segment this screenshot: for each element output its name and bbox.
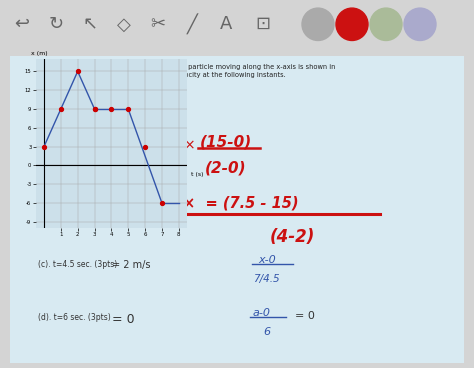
Text: 7/4.5: 7/4.5 (253, 274, 280, 284)
Text: (d). t=6 sec. (3pts): (d). t=6 sec. (3pts) (38, 313, 111, 322)
Circle shape (302, 8, 334, 40)
FancyBboxPatch shape (10, 56, 464, 363)
Text: ×  = (7.5 - 15): × = (7.5 - 15) (183, 195, 299, 210)
Text: (c). t=4.5 sec. (3pts): (c). t=4.5 sec. (3pts) (38, 260, 117, 269)
Text: (15-0): (15-0) (200, 134, 252, 149)
Text: Each interval on y-axis (y-m) is 3m.: Each interval on y-axis (y-m) is 3m. (38, 79, 182, 86)
Text: 7 .5: 7 .5 (125, 137, 172, 156)
Text: ╱: ╱ (187, 14, 198, 35)
Text: = 3.75m/s: = 3.75m/s (100, 196, 135, 202)
Text: = 6: = 6 (108, 141, 122, 149)
Text: (a). t=1 sec. (3pts): (a). t=1 sec. (3pts) (38, 141, 110, 149)
Text: A: A (220, 15, 232, 33)
Text: ↩: ↩ (14, 15, 29, 33)
Text: 6: 6 (263, 327, 270, 337)
Text: t (s): t (s) (191, 172, 203, 177)
Text: (2-0): (2-0) (205, 160, 246, 176)
Text: a-0: a-0 (253, 308, 271, 318)
Text: = 0: = 0 (295, 311, 315, 321)
Text: A graph of position versus time for a certain particle moving along the x-axis i: A graph of position versus time for a ce… (38, 64, 336, 70)
Text: ↖: ↖ (82, 15, 98, 33)
Text: = 2 m/s: = 2 m/s (112, 260, 151, 270)
Text: ×: × (183, 138, 195, 152)
Circle shape (404, 8, 436, 40)
Text: ↻: ↻ (48, 15, 64, 33)
Text: = 0: = 0 (112, 313, 135, 326)
Text: x (m): x (m) (31, 51, 47, 56)
Text: (b). t=3 sec. (3pts): (b). t=3 sec. (3pts) (38, 196, 111, 205)
Text: (4-2): (4-2) (270, 228, 315, 246)
Text: ⊡: ⊡ (255, 15, 271, 33)
Text: the figure below. Find the instantaneous velocity at the following instants.: the figure below. Find the instantaneous… (38, 71, 286, 78)
Text: 3.75: 3.75 (130, 193, 182, 213)
Text: ✂: ✂ (150, 15, 165, 33)
Text: x-0: x-0 (258, 255, 276, 265)
Text: ◇: ◇ (117, 15, 131, 33)
Circle shape (370, 8, 402, 40)
Circle shape (336, 8, 368, 40)
